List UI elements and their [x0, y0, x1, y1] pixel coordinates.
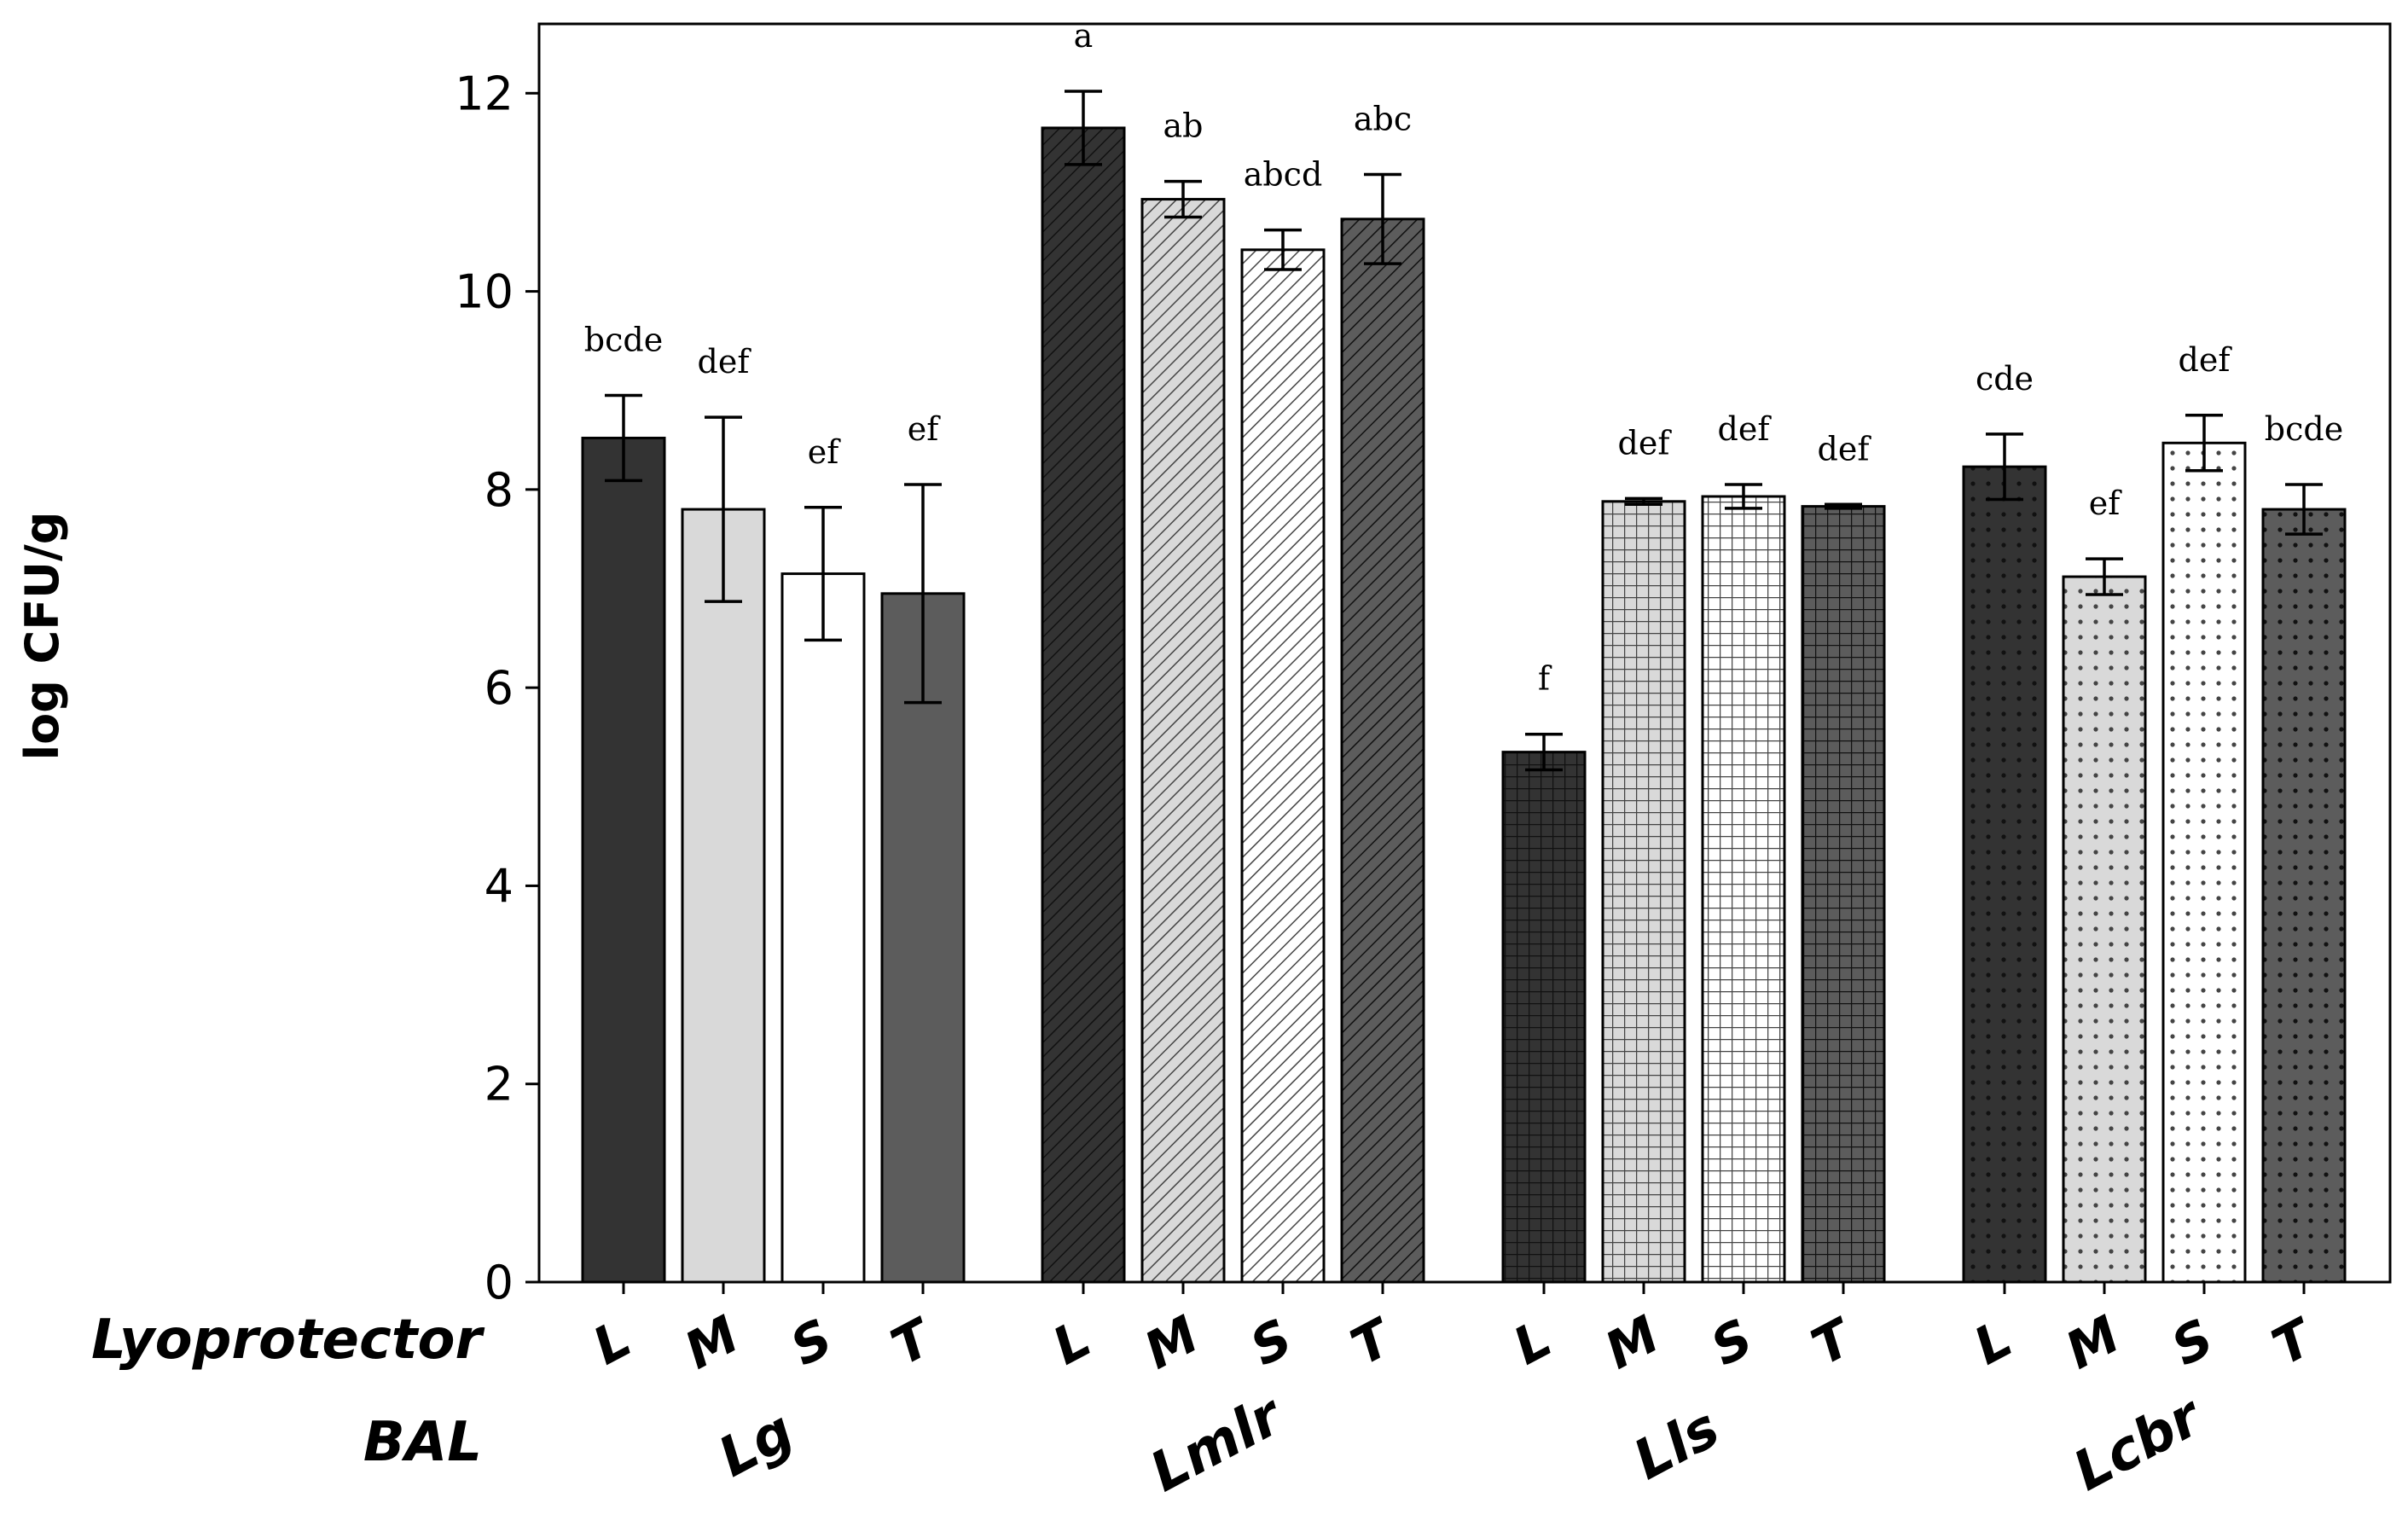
significance-label: def — [1618, 424, 1673, 461]
lyoprotector-tick-label: S — [2162, 1308, 2223, 1378]
bar-lmlr-m — [1140, 198, 1226, 1284]
bar-lg-m — [681, 508, 766, 1284]
error-bar-lls-t — [1825, 502, 1862, 510]
bal-group-label: Lcbr — [2063, 1384, 2214, 1504]
significance-label: bcde — [584, 322, 663, 359]
bar-lmlr-l — [1041, 126, 1126, 1284]
significance-label: ef — [808, 433, 841, 471]
bar-lcbr-l — [1962, 465, 2047, 1284]
bal-group-label: Lg — [709, 1399, 804, 1489]
error-bar-lg-t — [904, 483, 942, 705]
y-tick-label: 8 — [485, 463, 514, 517]
significance-label: ab — [1163, 107, 1204, 145]
error-bar-lcbr-t — [2285, 483, 2323, 536]
y-tick-label: 12 — [455, 67, 514, 120]
lyoprotector-tick-label: T — [1802, 1307, 1865, 1378]
bar-lls-s — [1701, 495, 1786, 1284]
significance-label: bcde — [2265, 410, 2343, 448]
error-bar-lmlr-m — [1164, 179, 1202, 219]
error-bar-lcbr-l — [1986, 432, 2023, 502]
significance-label: abcd — [1244, 156, 1323, 194]
bar-lmlr-s — [1240, 248, 1326, 1284]
error-bar-lcbr-s — [2185, 414, 2223, 473]
lyoprotector-tick-label: L — [1043, 1309, 1100, 1377]
error-bar-lg-l — [605, 393, 642, 483]
bar-lls-l — [1501, 751, 1587, 1284]
lyoprotector-tick-label: M — [1135, 1304, 1209, 1381]
lyoprotector-tick-label: M — [676, 1304, 749, 1381]
y-axis-label: log CFU/g — [15, 512, 69, 761]
y-tick-label: 0 — [485, 1256, 514, 1309]
y-tick-label: 4 — [485, 859, 514, 913]
y-tick-label: 6 — [485, 661, 514, 715]
lyoprotector-tick-label: T — [2263, 1307, 2325, 1378]
y-tick-label: 10 — [455, 265, 514, 319]
error-bar-lmlr-l — [1065, 90, 1102, 166]
bar-lcbr-m — [2062, 575, 2147, 1284]
error-bar-lls-l — [1525, 732, 1563, 772]
y-tick-label: 2 — [485, 1058, 514, 1111]
bar-lg-l — [581, 436, 666, 1284]
plot-frame — [537, 22, 2392, 1284]
bal-row-label: BAL — [363, 1411, 482, 1474]
lyoprotector-tick-label: L — [1504, 1309, 1561, 1377]
significance-label: a — [1074, 17, 1094, 55]
bar-lg-t — [880, 592, 966, 1284]
lyoprotector-tick-label: M — [2057, 1304, 2130, 1381]
error-bar-lmlr-s — [1264, 228, 1302, 271]
bar-lcbr-s — [2161, 441, 2247, 1284]
bal-group-label: Lmlr — [1140, 1383, 1294, 1505]
bar-lcbr-t — [2261, 508, 2347, 1284]
lyoprotector-tick-label: S — [1702, 1308, 1762, 1378]
lyoprotector-tick-label: M — [1596, 1304, 1669, 1381]
error-bar-lg-s — [804, 506, 842, 642]
significance-label: cde — [1976, 360, 2034, 398]
error-bar-lls-m — [1625, 496, 1662, 507]
error-bar-lg-m — [705, 415, 742, 603]
significance-label: f — [1538, 660, 1552, 698]
significance-label: ef — [2089, 485, 2122, 522]
significance-label: ef — [908, 410, 941, 448]
lyoprotector-tick-label: L — [583, 1309, 641, 1377]
lyoprotector-tick-label: T — [882, 1307, 944, 1378]
significance-label: def — [698, 343, 752, 380]
lyoprotector-tick-label: L — [1964, 1309, 2022, 1377]
significance-label: def — [1718, 410, 1773, 448]
bar-lls-m — [1601, 500, 1686, 1284]
bar-lmlr-t — [1340, 218, 1425, 1284]
significance-label: def — [1818, 430, 1872, 467]
error-bar-lmlr-t — [1364, 172, 1401, 265]
lyoprotector-tick-label: S — [781, 1308, 842, 1378]
bar-lg-s — [780, 572, 866, 1284]
lyoprotector-tick-label: S — [1241, 1308, 1302, 1378]
significance-label: abc — [1354, 101, 1412, 138]
bal-group-label: Lls — [1624, 1396, 1730, 1493]
error-bar-lls-s — [1725, 483, 1762, 510]
significance-label: def — [2179, 341, 2233, 379]
lyoprotector-row-label: Lyoprotector — [91, 1309, 485, 1372]
error-bar-lcbr-m — [2086, 557, 2123, 596]
bar-lls-t — [1801, 505, 1886, 1284]
lyoprotector-tick-label: T — [1342, 1307, 1404, 1378]
